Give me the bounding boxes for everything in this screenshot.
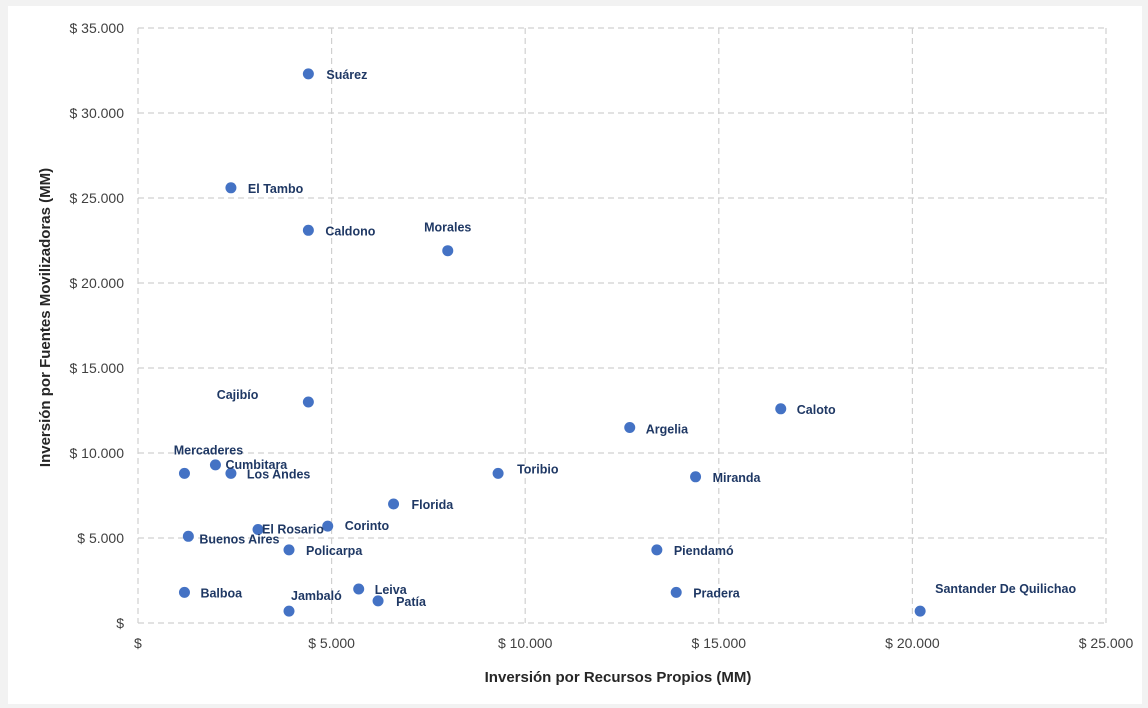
data-point [372, 595, 384, 607]
point-label: El Rosario [262, 523, 324, 537]
point-label: Cumbitara [225, 458, 288, 472]
y-tick-label: $ 20.000 [70, 275, 125, 291]
x-tick-label: $ 10.000 [498, 635, 553, 651]
data-point [651, 544, 663, 556]
x-tick-label: $ 25.000 [1079, 635, 1134, 651]
data-point [283, 605, 295, 617]
data-point [252, 524, 264, 535]
y-tick-label: $ 35.000 [70, 20, 125, 36]
data-point [775, 403, 787, 415]
y-axis-ticks: $ $ 5.000 $ 10.000 $ 15.000 $ 20.000 $ 25.000… [70, 20, 125, 631]
y-axis-title: Inversión por Fuentes Movilizadoras (MM) [37, 168, 54, 467]
x-axis-title: Inversión por Recursos Propios (MM) [485, 669, 752, 686]
point-label: Morales [424, 221, 471, 235]
y-tick-label: $ 30.000 [70, 105, 125, 121]
data-point [690, 471, 702, 483]
grid [137, 27, 1107, 624]
data-point [182, 530, 194, 542]
y-tick-label: $ 10.000 [70, 445, 125, 461]
data-point [178, 467, 190, 479]
y-tick-label: $ 15.000 [70, 360, 125, 376]
point-label: Mercaderes [174, 443, 244, 457]
data-point [624, 422, 636, 433]
scatter-chart: $ $ 5.000 $ 10.000 $ 15.000 $ 20.000 $ 25.000… [37, 20, 1133, 686]
data-point [225, 467, 237, 479]
data-labels: Suárez El Tambo Caldono Morales Cajibío Calot… [174, 68, 1077, 609]
point-label: Argelia [646, 423, 689, 437]
x-tick-label: $ 20.000 [885, 635, 940, 651]
data-point [322, 520, 334, 532]
point-label: Corinto [345, 519, 390, 533]
data-point [283, 544, 295, 556]
x-axis-ticks: $ $ 5.000 $ 10.000 $ 15.000 $ 20.000 $ 25.000 [134, 635, 1133, 651]
data-point [353, 583, 365, 595]
point-label: Toribio [517, 462, 559, 476]
data-point [670, 586, 682, 598]
point-label: Balboa [200, 586, 243, 600]
point-label: Suárez [326, 68, 367, 82]
point-label: Florida [412, 498, 455, 512]
data-point [302, 396, 314, 408]
point-label: Santander De Quilichao [935, 582, 1076, 596]
data-point [914, 605, 926, 617]
point-label: El Tambo [248, 182, 304, 196]
data-point [302, 68, 314, 80]
point-label: Los Andes [247, 467, 310, 481]
y-tick-label: $ 25.000 [70, 190, 125, 206]
point-label: Caloto [797, 403, 836, 417]
x-tick-label: $ 5.000 [308, 635, 355, 651]
point-label: Miranda [713, 471, 762, 485]
x-tick-label: $ 15.000 [692, 635, 747, 651]
y-tick-label: $ [116, 615, 124, 631]
point-label: Caldono [325, 224, 375, 238]
point-label: Jambaló [291, 589, 342, 603]
data-points [178, 68, 926, 617]
y-tick-label: $ 5.000 [77, 530, 124, 546]
point-label: Cajibío [217, 388, 259, 402]
data-point [302, 224, 314, 236]
point-label: Piendamó [674, 544, 734, 558]
point-label: Policarpa [306, 544, 363, 558]
point-label: Leiva [375, 583, 408, 597]
data-point [178, 586, 190, 598]
point-label: Patía [396, 595, 427, 609]
data-point [388, 498, 400, 510]
data-point [209, 459, 221, 471]
data-point [492, 467, 504, 479]
data-point [442, 245, 454, 257]
point-label: Buenos Aires [199, 532, 279, 546]
x-tick-label: $ [134, 635, 142, 651]
data-point [225, 182, 237, 194]
point-label: Pradera [693, 586, 741, 600]
chart-frame: $ $ 5.000 $ 10.000 $ 15.000 $ 20.000 $ 25.000… [8, 6, 1142, 704]
